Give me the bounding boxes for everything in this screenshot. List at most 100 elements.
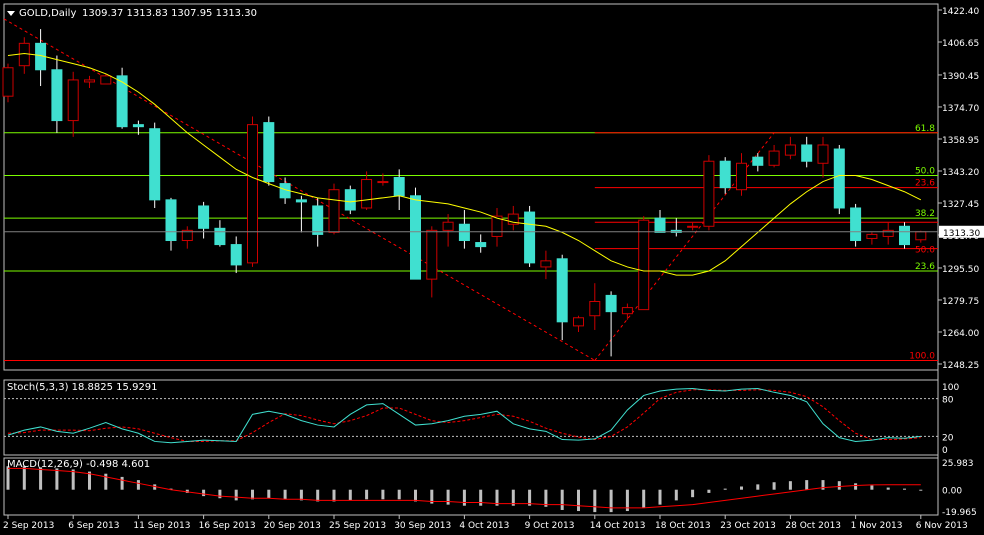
candle-body	[214, 227, 226, 246]
macd-histogram-bar	[414, 489, 417, 502]
header: GOLD,Daily 1309.37 1313.83 1307.95 1313.…	[7, 8, 257, 19]
date-tick-label: 16 Sep 2013	[199, 521, 256, 531]
candle-body	[573, 317, 584, 327]
symbol-label: GOLD,Daily	[19, 8, 76, 19]
macd-histogram-bar	[625, 489, 629, 512]
macd-title: MACD(12,26,9) -0.498 4.601	[7, 459, 150, 470]
macd-histogram-bar	[903, 488, 906, 490]
date-axis: 2 Sep 2013 6 Sep 2013 11 Sep 2013 16 Sep 20…	[3, 515, 968, 531]
candle-body	[295, 199, 307, 203]
macd-histogram-bar	[332, 489, 336, 502]
candle-body	[589, 300, 601, 317]
candle-body	[621, 307, 633, 315]
price-tick-label: 1406.65	[942, 39, 979, 49]
macd-histogram-bar	[153, 484, 157, 490]
macd-histogram-bar	[886, 487, 890, 490]
candle-body	[817, 144, 829, 164]
date-tick-label: 6 Sep 2013	[68, 521, 119, 531]
fib-label-green: 50.0	[915, 166, 935, 176]
candle-body	[51, 69, 63, 122]
candle-body	[18, 42, 30, 67]
price-tick-label: 1374.70	[942, 104, 979, 114]
candle-body	[654, 217, 666, 233]
stoch-main-line	[7, 388, 921, 444]
ma-polyline	[7, 52, 922, 276]
date-tick-label: 4 Oct 2013	[459, 521, 509, 531]
dropdown-triangle-icon[interactable]	[7, 11, 15, 16]
date-tick-label: 6 Nov 2013	[916, 521, 968, 531]
macd-histogram-bar	[691, 489, 695, 498]
panel-border-1	[3, 3, 939, 371]
candle-body	[312, 205, 324, 235]
candle-body	[768, 150, 780, 166]
candle-body	[198, 205, 210, 229]
price-tick-label: 1295.50	[942, 265, 979, 275]
candle-body	[784, 144, 796, 156]
candle-body	[638, 219, 650, 311]
price-tick-label: 1248.25	[942, 361, 979, 371]
macd-histogram-bar	[283, 489, 287, 500]
macd-histogram-bar	[185, 489, 189, 493]
price-tick-label: 1390.45	[942, 72, 979, 82]
candle-body	[149, 128, 161, 201]
macd-histogram-bar	[919, 489, 923, 491]
candle-body	[426, 229, 438, 280]
candle-body	[736, 162, 747, 191]
stoch-title: Stoch(5,3,3) 18.8825 15.9291	[7, 382, 158, 393]
current-price-label: 1313.30	[943, 229, 980, 239]
trend-lines[interactable]	[3, 18, 775, 361]
candle-body	[84, 79, 95, 83]
macd-histogram-bar	[740, 486, 743, 490]
macd-panel: 25.983 0.00 -19.965	[6, 459, 977, 518]
stoch-tick-label: 100	[942, 383, 959, 393]
candle-body	[393, 176, 405, 197]
candle-body	[458, 223, 470, 242]
macd-histogram-bar	[577, 489, 580, 512]
macd-histogram-bar	[642, 489, 646, 508]
macd-histogram-bar	[707, 489, 711, 493]
macd-histogram-bar	[381, 489, 385, 500]
candle-body	[719, 160, 731, 189]
candle-body	[475, 242, 487, 248]
macd-histogram-bar	[446, 489, 450, 505]
date-tick-label: 1 Nov 2013	[851, 521, 903, 531]
macd-histogram-bar	[511, 489, 515, 506]
moving-average-line	[7, 52, 922, 276]
macd-histogram-bar	[674, 489, 678, 501]
current-price-box	[939, 225, 984, 238]
candle-body	[263, 122, 275, 183]
macd-histogram-bar	[397, 489, 401, 500]
macd-histogram-bar	[658, 489, 662, 505]
candle-body	[752, 156, 764, 166]
fib-label-red: 23.6	[915, 179, 935, 189]
macd-histogram-bar	[169, 488, 173, 490]
macd-histogram-bar	[299, 489, 303, 501]
macd-signal-line	[8, 467, 921, 509]
candle-body	[377, 181, 389, 184]
candle-body	[230, 244, 242, 266]
macd-histogram-bar	[593, 489, 597, 513]
price-tick-label: 1279.75	[942, 297, 979, 307]
candle-body	[344, 189, 356, 211]
macd-histogram-bar	[71, 469, 75, 490]
macd-histogram-bar	[560, 489, 564, 510]
candle-body	[801, 144, 813, 162]
macd-histogram-bar	[805, 480, 809, 490]
candle-body	[410, 195, 421, 280]
macd-histogram-bar	[136, 480, 140, 490]
macd-histogram-bar	[723, 488, 727, 490]
chart-frame	[3, 3, 939, 516]
candle-body	[687, 225, 699, 228]
macd-histogram-bar	[854, 483, 858, 490]
macd-histogram-bar	[772, 482, 776, 490]
candle-body	[866, 233, 878, 239]
fib-label-green: 61.8	[915, 124, 935, 134]
date-tick-label: 23 Oct 2013	[720, 521, 776, 531]
candle-body	[850, 207, 862, 242]
macd-histogram-bar	[821, 480, 825, 490]
macd-histogram-bar	[544, 489, 548, 507]
candle-body	[899, 225, 910, 246]
fibonacci-levels[interactable]: 61.8 50.0 38.2 23.6 23.6 50.0 100.0	[4, 124, 938, 362]
candle-body	[361, 179, 373, 209]
